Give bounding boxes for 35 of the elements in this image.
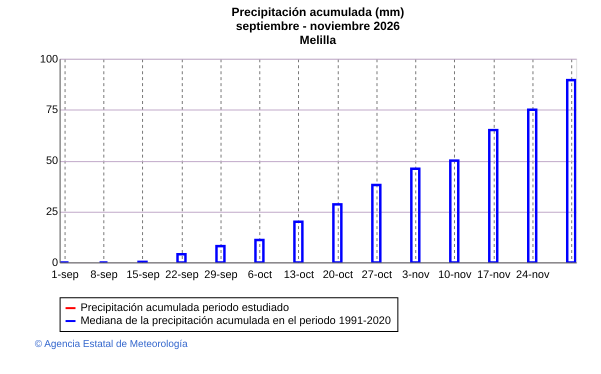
text: septiembre - noviembre 2026 (236, 18, 400, 33)
x-tick-label: 24-nov (516, 268, 550, 281)
text: © Agencia Estatal de Meteorología (34, 338, 188, 350)
x-tick-label: 3-nov (402, 268, 430, 281)
y-tick-label: 100 (40, 53, 58, 66)
bar (332, 203, 343, 262)
y-tick-label: 25 (46, 206, 58, 218)
bar (293, 220, 304, 262)
x-tick-label: 10-nov (438, 268, 472, 281)
legend-label: Precipitación acumulada periodo estudiado (80, 302, 290, 314)
bar (371, 184, 382, 262)
bar (449, 159, 460, 262)
legend-label: Mediana de la precipitación acumulada en el periodo 1991-2020 (80, 315, 391, 328)
y-tick-label: 75 (46, 104, 58, 116)
y-tick-label: 0 (52, 256, 58, 269)
bar (215, 244, 226, 262)
x-tick-label: 22-sep (165, 268, 199, 281)
x-tick-label: 1-sep (51, 268, 79, 281)
bar (488, 128, 498, 262)
y-tick-label: 50 (46, 155, 58, 168)
text: Precipitación acumulada (mm) (232, 5, 404, 20)
bar (566, 78, 576, 262)
x-tick-label: 17-nov (477, 268, 511, 281)
x-tick-label: 27-oct (362, 268, 392, 281)
x-tick-label: 20-oct (322, 268, 354, 281)
text: Melilla (300, 32, 336, 47)
bar (176, 253, 187, 262)
x-tick-label: 29-sep (204, 268, 238, 281)
bar (410, 168, 421, 262)
x-tick-label: 13-oct (284, 268, 314, 281)
x-tick-label: 6-oct (248, 268, 272, 281)
bar (254, 238, 265, 262)
x-tick-label: 15-sep (126, 268, 160, 281)
bar (527, 108, 538, 262)
x-tick-label: 8-sep (90, 268, 118, 281)
